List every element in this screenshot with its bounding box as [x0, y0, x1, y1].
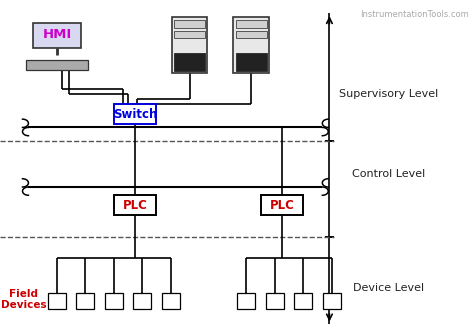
Bar [133, 293, 151, 309]
Bar [174, 53, 205, 71]
Text: Field
Devices: Field Devices [1, 289, 46, 310]
Bar [33, 23, 81, 48]
Bar [48, 293, 66, 309]
Bar [323, 293, 341, 309]
Bar [114, 104, 156, 124]
Bar [233, 17, 269, 73]
Bar [237, 293, 255, 309]
Text: HMI: HMI [42, 28, 72, 41]
Bar [172, 17, 208, 73]
Text: Device Level: Device Level [353, 283, 424, 293]
Text: Supervisory Level: Supervisory Level [339, 89, 438, 99]
Bar [114, 195, 156, 215]
Bar [266, 293, 284, 309]
Bar [236, 20, 266, 28]
Bar [76, 293, 94, 309]
Bar [26, 60, 88, 70]
Bar [236, 53, 266, 71]
Bar [294, 293, 312, 309]
Text: Switch: Switch [113, 108, 157, 121]
Bar [174, 31, 205, 38]
Text: Control Level: Control Level [352, 169, 425, 179]
Bar [261, 195, 303, 215]
Text: PLC: PLC [270, 199, 294, 212]
Bar [236, 31, 266, 38]
Text: PLC: PLC [123, 199, 147, 212]
Bar [162, 293, 180, 309]
Bar [105, 293, 123, 309]
Text: InstrumentationTools.com: InstrumentationTools.com [361, 10, 469, 19]
Bar [174, 20, 205, 28]
